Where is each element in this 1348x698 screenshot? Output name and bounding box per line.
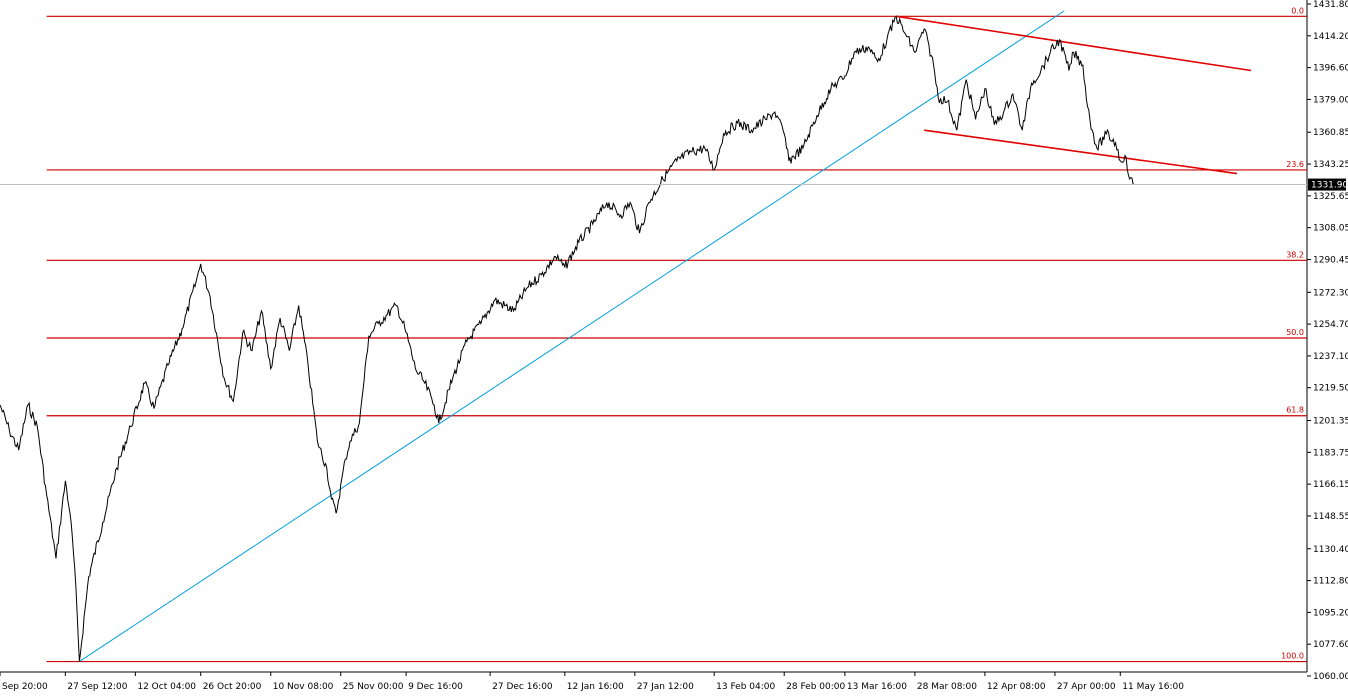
y-axis-ticks: 1431.80 1414.20 1396.60 1379.00 1360.85 1343.…	[1307, 0, 1348, 682]
fib-level-label-5: 100.0	[1281, 652, 1304, 661]
y-tick-label-15: 1166.15	[1313, 480, 1348, 490]
y-tick-label-0: 1431.80	[1313, 0, 1348, 10]
x-tick-label-5: 25 Nov 00:00	[343, 682, 404, 692]
current-price-label: 1331.90	[1311, 181, 1348, 191]
y-tick-label-3: 1379.00	[1313, 95, 1348, 105]
y-tick-label-16: 1148.55	[1313, 512, 1348, 522]
y-tick-label-18: 1112.80	[1313, 577, 1348, 587]
x-tick-label-6: 9 Dec 16:00	[408, 682, 463, 692]
fib-level-label-3: 50.0	[1286, 328, 1304, 337]
y-tick-label-10: 1254.70	[1313, 320, 1348, 330]
x-tick-label-8: 12 Jan 16:00	[567, 682, 624, 692]
x-tick-label-7: 27 Dec 16:00	[492, 682, 553, 692]
series-line-0	[0, 15, 1135, 662]
y-tick-label-4: 1360.85	[1313, 128, 1348, 138]
x-tick-label-11: 28 Feb 00:00	[786, 682, 845, 692]
y-tick-label-17: 1130.40	[1313, 545, 1348, 555]
y-tick-label-1: 1414.20	[1313, 32, 1348, 42]
y-tick-label-21: 1060.00	[1313, 672, 1348, 682]
y-tick-label-11: 1237.10	[1313, 352, 1348, 362]
y-tick-label-5: 1343.25	[1313, 160, 1348, 170]
x-tick-label-2: 12 Oct 04:00	[137, 682, 196, 692]
x-tick-label-14: 12 Apr 08:00	[987, 682, 1046, 692]
y-tick-label-9: 1272.30	[1313, 288, 1348, 298]
y-tick-label-14: 1183.75	[1313, 448, 1348, 458]
trendline-upper-red	[896, 15, 1252, 72]
trendlines	[79, 10, 1252, 662]
current-price: 1331.90	[0, 178, 1348, 191]
fib-level-label-4: 61.8	[1286, 406, 1304, 415]
x-tick-label-16: 11 May 16:00	[1122, 682, 1184, 692]
y-tick-label-20: 1077.60	[1313, 640, 1348, 650]
x-tick-label-9: 27 Jan 12:00	[637, 682, 694, 692]
x-tick-label-0: Sep 20:00	[2, 682, 48, 692]
x-tick-label-4: 10 Nov 08:00	[273, 682, 334, 692]
fib-level-label-0: 0.0	[1291, 6, 1304, 15]
y-tick-label-12: 1219.50	[1313, 384, 1348, 394]
x-tick-label-3: 26 Oct 20:00	[203, 682, 262, 692]
y-tick-label-7: 1308.05	[1313, 224, 1348, 234]
trendline-blue	[79, 10, 1065, 662]
y-tick-label-8: 1290.45	[1313, 255, 1348, 265]
y-tick-label-6: 1325.65	[1313, 192, 1348, 202]
current-price-tag	[1308, 178, 1346, 191]
x-tick-label-15: 27 Apr 00:00	[1057, 682, 1116, 692]
y-tick-label-19: 1095.20	[1313, 608, 1348, 618]
price-series	[0, 15, 1135, 662]
fib-level-label-1: 23.6	[1286, 160, 1304, 169]
fibonacci-levels: 0.0 23.6 38.2 50.0 61.8 100.0	[46, 6, 1307, 663]
y-tick-label-13: 1201.35	[1313, 417, 1348, 427]
trendline-lower-red	[924, 129, 1238, 175]
x-tick-label-1: 27 Sep 12:00	[67, 682, 127, 692]
x-tick-label-13: 28 Mar 08:00	[917, 682, 977, 692]
fib-level-label-2: 38.2	[1286, 250, 1304, 259]
x-tick-label-10: 13 Feb 04:00	[716, 682, 775, 692]
x-axis-ticks: Sep 20:00 27 Sep 12:00 12 Oct 04:00 26 Oct …	[0, 672, 1184, 692]
x-tick-label-12: 13 Mar 16:00	[847, 682, 907, 692]
y-tick-label-2: 1396.60	[1313, 64, 1348, 74]
